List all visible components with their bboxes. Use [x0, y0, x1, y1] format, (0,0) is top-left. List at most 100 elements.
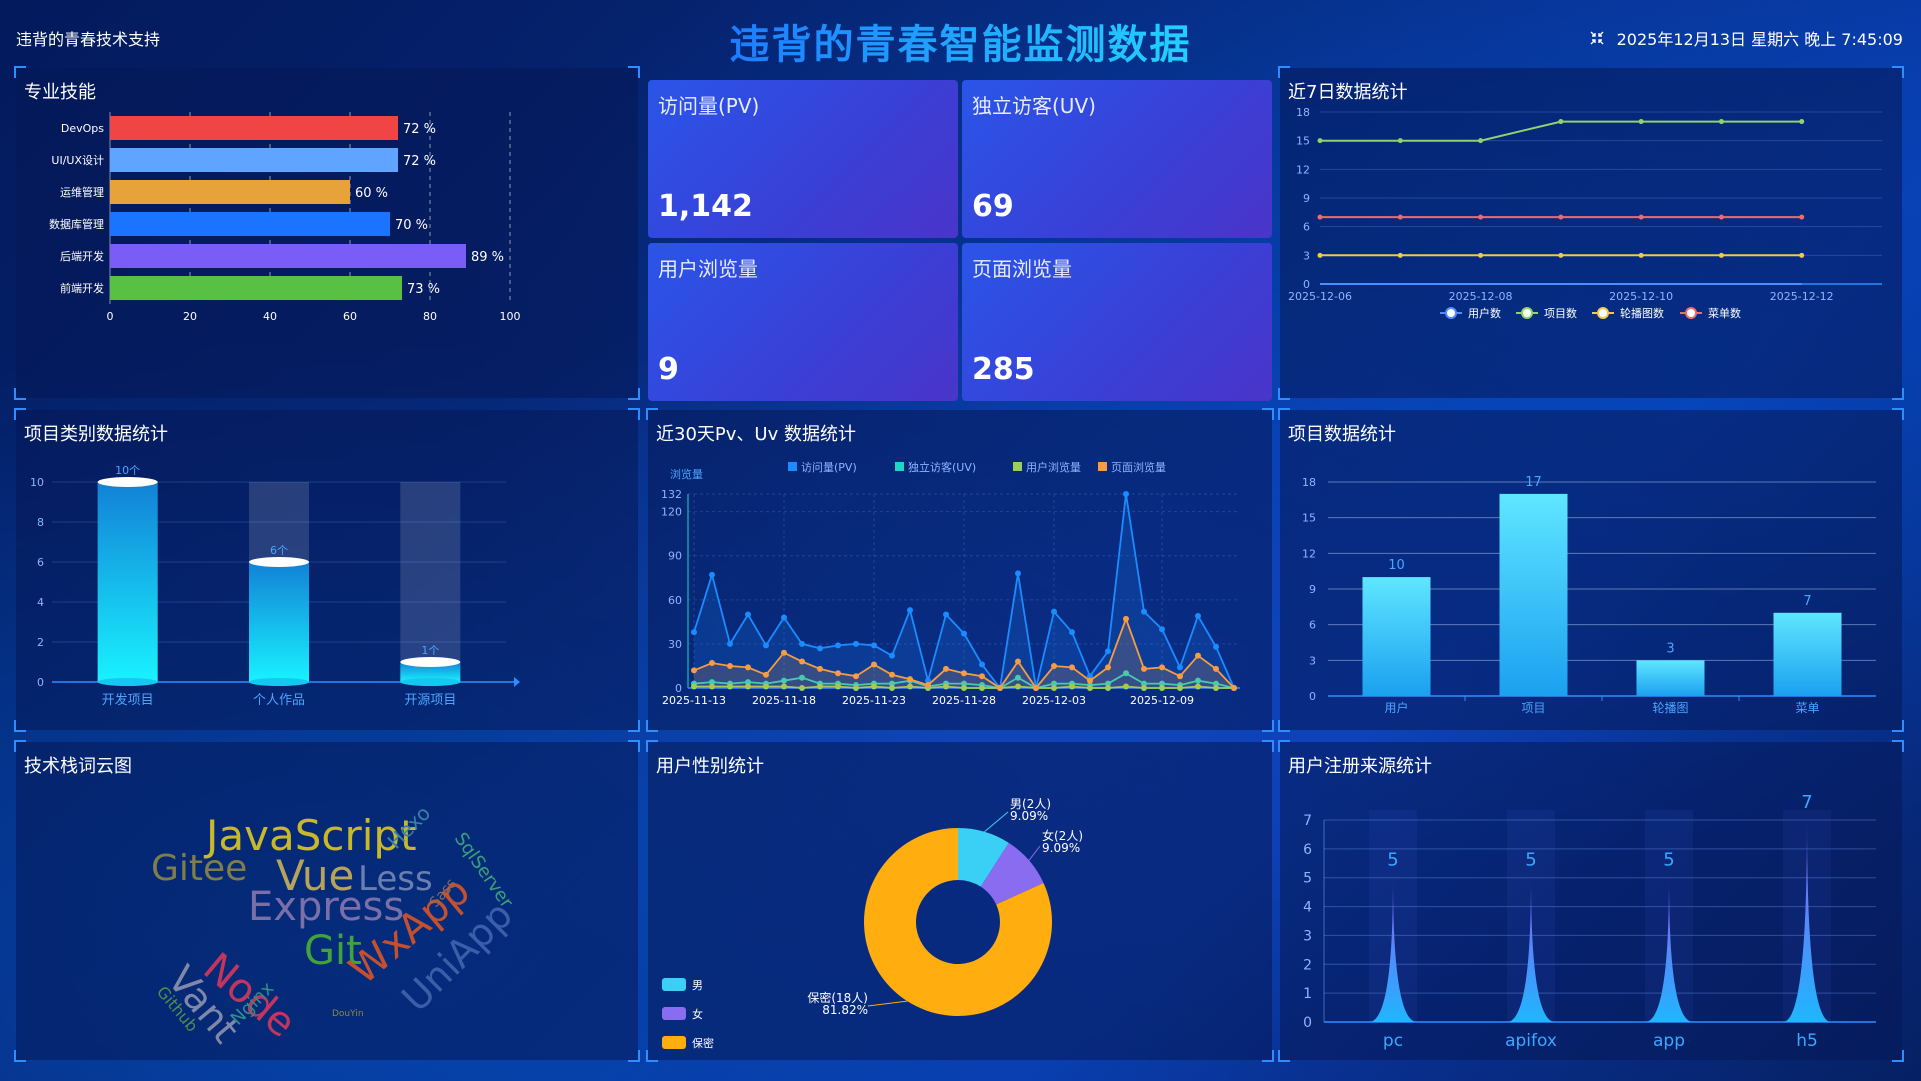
y-tick-label: 6 [1309, 619, 1316, 632]
stat-label: 独立访客(UV) [972, 94, 1096, 118]
data-label: 10 [1388, 558, 1405, 573]
data-point [1123, 615, 1129, 622]
legend-marker [1597, 307, 1609, 319]
project-bar [1499, 493, 1568, 696]
pie-slice [980, 842, 1044, 905]
data-point [745, 611, 751, 618]
slice-label: 保密(18人) [807, 990, 868, 1005]
data-label: 7 [1801, 792, 1812, 813]
data-label: 17 [1525, 475, 1542, 490]
last7-chart: 0 3 6 9 12 15 18 2025-12-06 2025-12-08 2025-12-10… [1288, 106, 1882, 320]
data-point [889, 680, 895, 687]
skills-chart: 0 20 40 60 80 100 DevOps 72 % UI/UX设计 72 % 运维管理 60 … [49, 112, 521, 323]
y-tick-label: 前端开发 [60, 281, 104, 295]
data-point [1123, 670, 1129, 677]
pvuv30-panel: 近30天Pv、Uv 数据统计 0 30 60 90 120 132 浏览量 2025-11-1… [646, 408, 1274, 732]
datetime: 2025年12月13日 星期六 晚上 7:45:09 [1616, 30, 1903, 49]
data-point [853, 673, 859, 680]
data-point [1069, 683, 1075, 690]
data-point [691, 667, 697, 674]
legend-marker [1445, 307, 1457, 319]
panel-title: 项目类别数据统计 [24, 424, 168, 445]
pie-slice [864, 828, 1053, 1016]
data-point [943, 683, 949, 690]
data-point [817, 683, 823, 690]
legend-swatch [1013, 462, 1022, 471]
fullscreen-exit-icon[interactable] [1589, 30, 1605, 46]
data-point [1123, 683, 1129, 690]
data-label: 3 [1666, 641, 1674, 656]
data-point [1069, 664, 1075, 671]
legend-label: 用户数 [1468, 306, 1501, 320]
data-point [1718, 214, 1724, 220]
y-tick-label: 0 [1303, 278, 1310, 291]
data-point [709, 679, 715, 686]
data-point [1213, 680, 1219, 687]
bar-base [249, 678, 309, 686]
last7-panel: 近7日数据统计 0 3 6 9 12 15 18 2025-12-06 2025-12-08 20… [1278, 66, 1904, 400]
data-point [961, 630, 967, 637]
data-point [1015, 674, 1021, 681]
data-point [961, 670, 967, 677]
data-point [889, 671, 895, 678]
data-point [1397, 214, 1403, 220]
legend-label: 独立访客(UV) [908, 460, 976, 474]
y-tick-label: DevOps [61, 122, 104, 135]
y-tick-label: 10 [30, 476, 44, 489]
data-point [1159, 664, 1165, 671]
stat-value: 9 [658, 352, 679, 387]
y-tick-label: 18 [1296, 106, 1310, 119]
panel-title: 近30天Pv、Uv 数据统计 [656, 424, 856, 445]
data-point [709, 683, 715, 690]
skill-bar [110, 180, 350, 204]
x-tick-label: 开发项目 [102, 692, 154, 708]
panel-title: 用户注册来源统计 [1288, 756, 1432, 777]
data-point [925, 677, 931, 684]
stat-card-pv: 访问量(PV) 1,142 [648, 80, 958, 238]
data-point [907, 676, 913, 683]
stat-card-uv: 独立访客(UV) 69 [962, 80, 1272, 238]
skill-bar [110, 276, 402, 300]
label-line [984, 811, 1009, 833]
legend-swatch [662, 1036, 686, 1049]
data-point [709, 660, 715, 667]
data-point [1141, 608, 1147, 615]
slice-percent: 9.09% [1042, 841, 1080, 855]
y-tick-label: 15 [1296, 135, 1310, 148]
x-tick-label: 2025-12-12 [1770, 290, 1834, 303]
data-label: 1个 [421, 644, 439, 657]
data-point [1195, 652, 1201, 659]
data-point [1195, 677, 1201, 684]
project-bar [1773, 612, 1842, 696]
data-point [853, 685, 859, 691]
data-point [1478, 252, 1484, 258]
y-tick-label: 18 [1302, 476, 1316, 489]
y-tick-label: 5 [1303, 871, 1312, 887]
data-point [1558, 119, 1564, 125]
x-tick-label: 2025-12-09 [1130, 694, 1194, 707]
data-point [1015, 683, 1021, 690]
stat-card-page-views: 页面浏览量 285 [962, 243, 1272, 401]
stat-label: 页面浏览量 [972, 257, 1072, 281]
clock: 2025年12月13日 星期六 晚上 7:45:09 [1589, 26, 1903, 50]
data-point [781, 683, 787, 690]
y-tick-label: 0 [1309, 690, 1316, 703]
data-point [943, 665, 949, 672]
bar-cap [249, 557, 309, 567]
label-line [1028, 845, 1041, 861]
pie-slice [958, 828, 1009, 887]
data-point [1141, 680, 1147, 687]
data-label: 72 % [403, 122, 436, 137]
slice-label: 男(2人) [1010, 797, 1051, 811]
x-tick-label: 2025-11-18 [752, 694, 816, 707]
data-point [1478, 138, 1484, 144]
data-point [871, 683, 877, 690]
data-point [745, 664, 751, 671]
data-point [799, 685, 805, 691]
data-point [1397, 138, 1403, 144]
data-point [1087, 685, 1093, 691]
word: Less [358, 859, 433, 899]
data-point [799, 658, 805, 665]
data-point [1105, 648, 1111, 655]
skill-bar [110, 148, 398, 172]
